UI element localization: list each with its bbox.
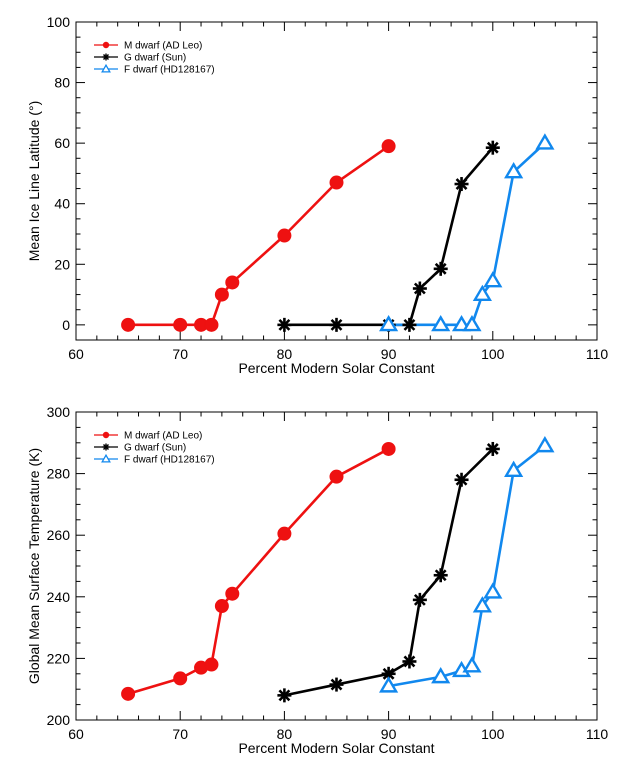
y-tick-label: 80 [54, 75, 70, 91]
x-tick-label: 110 [586, 346, 609, 362]
data-point-series-1 [173, 317, 188, 332]
x-axis-title: Percent Modern Solar Constant [238, 360, 434, 376]
data-point-series-1 [225, 586, 240, 601]
data-point-series-3 [431, 314, 451, 332]
data-point-series-3 [472, 596, 492, 613]
data-point-series-1 [329, 175, 344, 190]
legend-label: F dwarf (HD128167) [124, 65, 215, 76]
legend-marker [101, 453, 111, 463]
data-point-series-1 [121, 317, 136, 332]
x-tick-label: 80 [277, 346, 293, 362]
data-point-series-3 [431, 667, 451, 684]
y-tick-label: 20 [54, 256, 70, 272]
data-point-series-3 [379, 314, 399, 332]
series-line-2 [284, 448, 494, 697]
y-tick-label: 0 [62, 317, 70, 333]
data-point-series-1 [381, 441, 396, 456]
data-point-series-1 [225, 275, 240, 290]
data-point-series-2 [433, 568, 448, 583]
data-point-series-3 [483, 582, 503, 599]
data-point-series-2 [485, 441, 500, 456]
x-tick-label: 60 [68, 726, 84, 742]
data-point-series-2 [329, 677, 344, 692]
data-point-series-3 [472, 284, 492, 302]
y-tick-label: 300 [47, 404, 71, 420]
data-point-series-2 [454, 472, 469, 487]
data-point-series-1 [277, 526, 292, 541]
legend-label: M dwarf (AD Leo) [124, 41, 202, 52]
data-point-series-1 [204, 317, 219, 332]
y-axis-title: Mean Ice Line Latitude (°) [26, 101, 42, 261]
y-tick-label: 100 [47, 14, 71, 30]
data-point-series-3 [379, 676, 399, 693]
data-point-series-3 [504, 460, 524, 477]
legend-marker [102, 443, 110, 451]
y-tick-label: 60 [54, 135, 70, 151]
legend-label: G dwarf (Sun) [124, 53, 186, 64]
y-tick-label: 260 [47, 527, 71, 543]
data-point-series-3 [462, 314, 482, 332]
data-point-series-3 [535, 133, 555, 150]
legend: M dwarf (AD Leo)G dwarf (Sun)F dwarf (HD… [94, 41, 215, 76]
chart-panel-2: 60 70 80 90 100 110 200 220 240 260 280 300 Percent … [26, 404, 608, 756]
data-point-series-2 [402, 654, 417, 669]
x-tick-label: 90 [381, 726, 397, 742]
legend-marker [102, 431, 110, 439]
y-tick-label: 280 [47, 466, 71, 482]
x-tick-label: 70 [172, 346, 188, 362]
x-tick-label: 90 [381, 346, 397, 362]
data-point-series-3 [535, 436, 555, 453]
chart-panel-1: 60 70 80 90 100 110 0 20 40 60 80 100 Percent Modern… [26, 14, 608, 376]
plot-frame [75, 21, 598, 341]
series-line-1 [128, 145, 390, 327]
data-point-series-1 [329, 469, 344, 484]
series-line-2 [284, 146, 494, 327]
legend-marker [101, 63, 111, 73]
data-point-series-2 [412, 592, 427, 607]
legend-marker [102, 41, 110, 49]
y-tick-label: 40 [54, 196, 70, 212]
legend-marker [102, 53, 110, 61]
data-point-series-2 [402, 317, 417, 332]
y-tick-label: 240 [47, 589, 71, 605]
legend: M dwarf (AD Leo)G dwarf (Sun)F dwarf (HD… [94, 431, 215, 466]
x-tick-label: 60 [68, 346, 84, 362]
data-point-series-2 [485, 140, 500, 155]
data-point-series-1 [173, 671, 188, 686]
data-point-series-2 [454, 177, 469, 192]
data-point-series-1 [214, 599, 229, 614]
x-tick-label: 100 [481, 726, 505, 742]
x-tick-label: 70 [172, 726, 188, 742]
x-tick-label: 100 [481, 346, 505, 362]
data-point-series-2 [277, 317, 292, 332]
data-point-series-2 [329, 317, 344, 332]
y-tick-label: 220 [47, 650, 71, 666]
x-axis-title: Percent Modern Solar Constant [238, 740, 434, 756]
x-tick-label: 110 [586, 726, 609, 742]
legend-label: M dwarf (AD Leo) [124, 431, 202, 442]
y-tick-label: 200 [47, 712, 71, 728]
data-point-series-2 [277, 688, 292, 703]
data-point-series-2 [412, 281, 427, 296]
data-point-series-1 [121, 686, 136, 701]
legend-label: G dwarf (Sun) [124, 443, 186, 454]
data-point-series-3 [504, 162, 524, 179]
series-line-3 [388, 142, 546, 327]
data-point-series-1 [277, 228, 292, 243]
data-point-series-2 [433, 261, 448, 276]
data-point-series-3 [462, 656, 482, 673]
x-tick-label: 80 [277, 726, 293, 742]
data-point-series-1 [204, 657, 219, 672]
y-axis-title: Global Mean Surface Temperature (K) [26, 448, 42, 684]
legend-label: F dwarf (HD128167) [124, 455, 215, 466]
data-point-series-1 [214, 287, 229, 302]
data-point-series-1 [381, 139, 396, 154]
series-line-1 [127, 447, 390, 696]
data-point-series-3 [483, 271, 503, 288]
